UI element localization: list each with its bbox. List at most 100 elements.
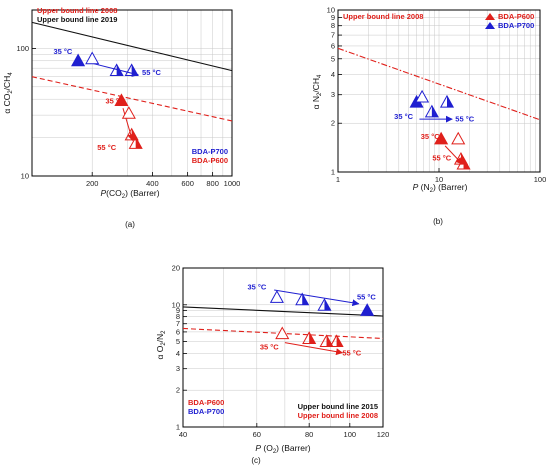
chart-0-point-6-shape [124,127,139,141]
chart-2-ytick-label-3: 4 [176,349,180,358]
chart-2-legend-series-1: BDA-P700 [188,407,224,416]
chart-2-ytick-label-7: 8 [176,312,180,321]
chart-2-xlabel-tail: ) (Barrer) [276,443,311,453]
chart-2-ytick-label-1: 2 [176,386,180,395]
chart-1-point-0-shape [434,131,449,145]
chart-1-ylabel-sub1: 2 [317,92,323,96]
chart-1-point-3-shape [456,156,471,170]
chart-2-ylabel: α O2/N2 [155,330,167,360]
chart-2-point-4-shape [275,326,290,340]
chart-0-xlabel: P(CO2) (Barrer) [100,188,159,200]
chart-2-xlabel-sub: 2 [273,449,277,455]
chart-0-arrow-0 [87,61,139,77]
chart-1-annotation-3: 55 °C [432,153,451,162]
chart-2-ylabel-main: α O [155,345,165,359]
chart-1-xlabel-rest: (N [418,182,429,192]
chart-0-point-2-shape [109,63,124,77]
chart-2-ytick-label-6: 7 [176,319,180,328]
chart-2-point-0 [269,290,284,303]
chart-0-point-6 [124,127,139,141]
chart-2-xtick-label-1: 60 [253,430,261,439]
chart-2-legend-series-0: BDA-P600 [188,398,224,407]
chart-1-point-0 [434,131,449,145]
chart-0-point-0-shape [71,53,86,67]
chart-0-xlabel-tail: ) (Barrer) [125,188,160,198]
chart-0-annotation-1: 55 °C [142,68,161,77]
chart-1-legend-marker-0 [485,13,495,20]
chart-a-caption: (a) [125,220,135,229]
chart-2-ytick-label-8: 9 [176,306,180,315]
chart-2-frame [182,267,384,428]
chart-2-xtick-label-4: 120 [377,430,390,439]
chart-2-ytick-label-0: 1 [176,423,180,432]
chart-0-xlabel-italic: P [100,188,106,198]
chart-2-ytick-label-10: 20 [172,264,180,273]
chart-1-point-6-shape [439,94,455,108]
chart-0-frame [31,9,233,177]
chart-0-xtick-label-4: 1000 [224,179,241,188]
chart-2-annotation-2: 35 °C [260,343,279,352]
chart-0-legend-series-0: BDA-P700 [192,147,228,156]
chart-1-xtick-label-1: 10 [435,175,443,184]
chart-1-xlabel-sub: 2 [430,188,434,194]
chart-2-point-1 [295,292,310,306]
chart-1-annotation-2: 35 °C [421,132,440,141]
chart-0-ytick-label-0: 10 [21,172,29,181]
chart-1-ytick-label-0: 1 [331,168,335,177]
chart-2-ylabel-sub1: 2 [161,342,167,346]
chart-2-arrow-0 [274,289,360,307]
chart-0-point-1-shape [85,51,100,65]
chart-1-ytick-label-6: 7 [331,31,335,40]
chart-1-ytick-label-7: 8 [331,21,335,30]
chart-1-arrow-1 [444,145,463,165]
chart-0-xtick-label-2: 600 [181,179,194,188]
chart-2-xtick-label-3: 100 [344,430,357,439]
chart-0-bound-line-1 [31,21,233,72]
chart-0-point-4-shape [114,93,129,107]
chart-1-point-3 [456,156,471,170]
chart-1-legend-series-1: BDA-P700 [498,21,534,30]
chart-2-point-6-shape [319,334,334,348]
chart-1-ytick-label-3: 4 [331,70,335,79]
chart-0-annotation-3: 55 °C [97,143,116,152]
chart-b-caption: (b) [433,217,443,226]
chart-2-point-6 [319,334,334,348]
chart-1-ytick-label-2: 3 [331,90,335,99]
chart-2-xlabel-rest: (O [261,443,273,453]
chart-0-annotation-0: 35 °C [53,47,72,56]
chart-0-xtick-label-1: 400 [146,179,159,188]
chart-1-point-5-shape [415,89,430,103]
chart-0-point-0 [71,53,86,67]
chart-0-legend-line-1: Upper bound line 2019 [37,15,117,24]
chart-0-xlabel-rest: (CO [106,188,122,198]
chart-1-grid [338,10,540,172]
chart-2-point-0-shape [269,290,284,303]
chart-2-legend-line-1: Upper bound line 2008 [298,411,378,420]
chart-2-xlabel: P (O2) (Barrer) [255,443,310,455]
chart-0-legend-series-1: BDA-P600 [192,156,228,165]
chart-2-point-3 [360,303,375,316]
chart-2-point-1-shape [295,292,310,306]
chart-1-ytick-label-9: 10 [327,6,335,15]
chart-1-legend-line-0: Upper bound line 2008 [343,12,423,21]
chart-2-ylabel-mid: /N [155,334,165,343]
chart-2-point-7-shape [329,334,344,348]
chart-2-xlabel-italic: P [255,443,261,453]
chart-0-ylabel-main: α CO [2,93,12,113]
chart-0-legend-line-0: Upper bound line 2008 [37,6,117,15]
chart-0-point-7-shape [128,136,143,149]
chart-1-xlabel-tail: ) (Barrer) [433,182,468,192]
chart-0-xtick-label-3: 800 [206,179,219,188]
chart-1-ylabel: α N2/CH4 [311,74,323,109]
chart-2-point-2 [317,298,332,311]
chart-2-point-2-shape [317,298,332,311]
chart-1-ytick-label-8: 9 [331,13,335,22]
chart-0-ylabel-mid: /CH [2,76,12,91]
chart-2-point-4 [275,326,290,340]
chart-0-point-5-shape [121,106,136,119]
chart-2-xtick-label-0: 40 [179,430,187,439]
chart-0-xtick-label-0: 200 [86,179,99,188]
